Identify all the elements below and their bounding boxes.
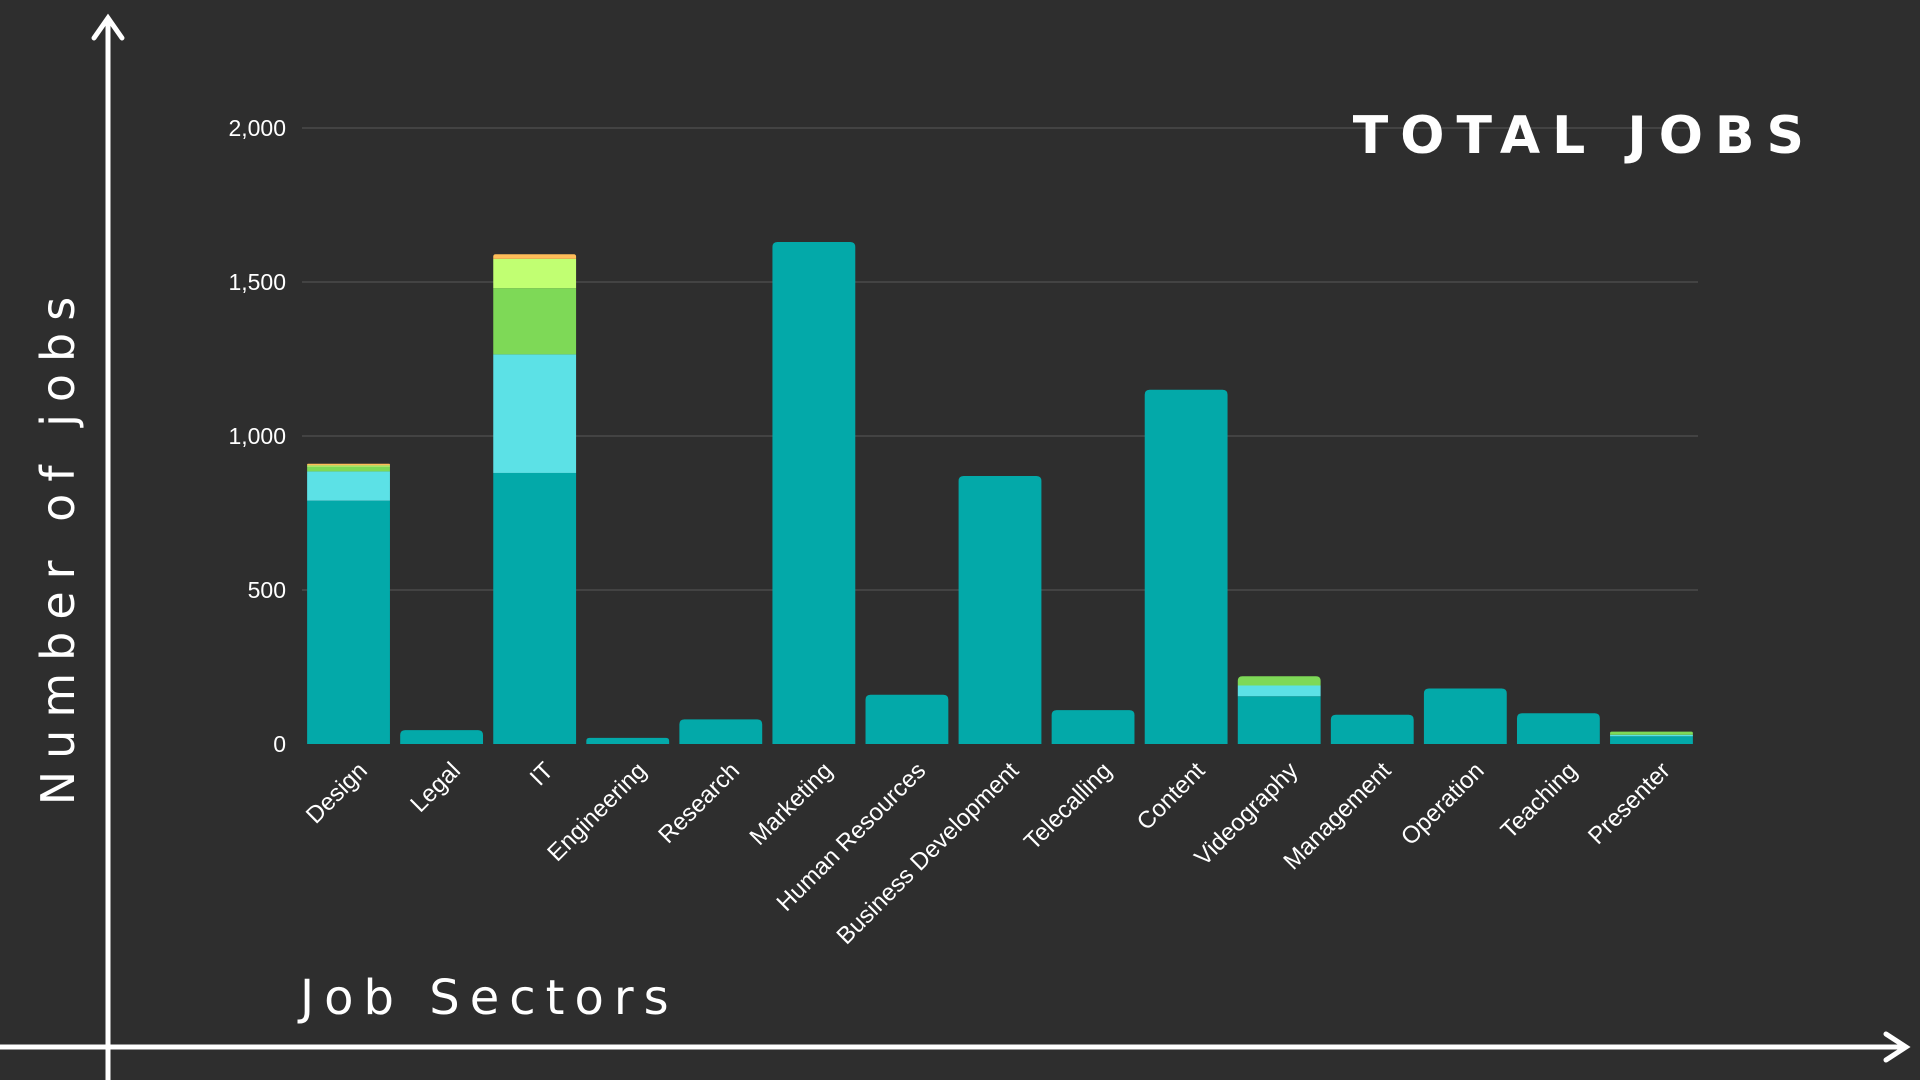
bar-segment — [307, 465, 390, 467]
y-tick-label: 0 — [273, 731, 286, 757]
bar-stack — [865, 694, 949, 744]
bar-segment — [493, 254, 577, 259]
y-tick-label: 1,500 — [228, 269, 286, 295]
x-tick-label: Legal — [405, 757, 466, 818]
bar-segment — [1144, 389, 1228, 744]
bar-segment — [1610, 736, 1693, 744]
bar-segment — [1237, 685, 1321, 697]
bar-stack — [1051, 710, 1135, 744]
bar-segment — [493, 258, 577, 289]
bar-segment — [679, 719, 763, 744]
bar-stack — [958, 476, 1042, 744]
y-tick-label: 1,000 — [228, 423, 286, 449]
bar-segment — [307, 466, 390, 472]
chart-title: TOTAL JOBS — [1352, 106, 1816, 166]
axes — [0, 13, 1911, 1080]
bar-segment — [958, 476, 1042, 744]
x-tick-label: Business Development — [832, 757, 1025, 950]
x-axis-label: Job Sectors — [300, 970, 679, 1026]
bar-segment — [772, 241, 856, 744]
bar-segment — [493, 354, 577, 473]
bar-stack — [1516, 713, 1600, 744]
bar-segment — [586, 737, 670, 744]
bar-segment — [493, 288, 577, 355]
bar-stack — [400, 730, 484, 744]
bar-segment — [1516, 713, 1600, 744]
x-axis-arrow — [1883, 1031, 1911, 1063]
bar-segment — [307, 463, 390, 466]
bar-segment — [400, 730, 484, 744]
bar-segment — [1330, 714, 1414, 744]
bar-segment — [865, 694, 949, 744]
y-tick-label: 500 — [248, 577, 286, 603]
bar-segment — [307, 471, 390, 501]
x-tick-label: Telecalling — [1019, 757, 1117, 855]
y-tick-label: 2,000 — [228, 115, 286, 141]
bar-segment — [1051, 710, 1135, 744]
bar-segment — [1610, 731, 1693, 735]
x-tick-label: Engineering — [542, 757, 652, 867]
y-axis-label: Number of jobs — [31, 284, 85, 806]
bar-stack — [1330, 714, 1414, 744]
bars — [307, 241, 1693, 744]
bar-stack — [1144, 389, 1228, 744]
x-tick-label: Research — [653, 757, 745, 849]
bar-stack — [679, 719, 763, 744]
y-axis-arrow — [91, 13, 125, 41]
bar-stack — [1237, 676, 1321, 744]
bar-segment — [1423, 688, 1507, 744]
bar-segment — [1237, 696, 1321, 744]
bar-stack — [307, 463, 390, 744]
x-tick-label: Teaching — [1496, 757, 1583, 844]
bar-stack — [772, 241, 856, 744]
x-tick-label: Content — [1132, 757, 1211, 836]
y-tick-labels: 0 500 1,000 1,500 2,000 — [228, 115, 286, 757]
bar-segment — [307, 500, 390, 744]
x-tick-label: Operation — [1396, 757, 1490, 851]
bar-segment — [1610, 734, 1693, 737]
x-tick-label: Marketing — [745, 757, 839, 851]
x-tick-label: IT — [525, 757, 559, 791]
x-tick-label: Presenter — [1583, 757, 1676, 850]
bar-segment — [1237, 676, 1321, 686]
bar-stack — [586, 737, 670, 744]
bar-stack — [493, 254, 577, 744]
bar-stack — [1610, 731, 1693, 744]
bar-stack — [1423, 688, 1507, 744]
bar-segment — [493, 472, 577, 744]
x-tick-label: Design — [301, 757, 373, 829]
